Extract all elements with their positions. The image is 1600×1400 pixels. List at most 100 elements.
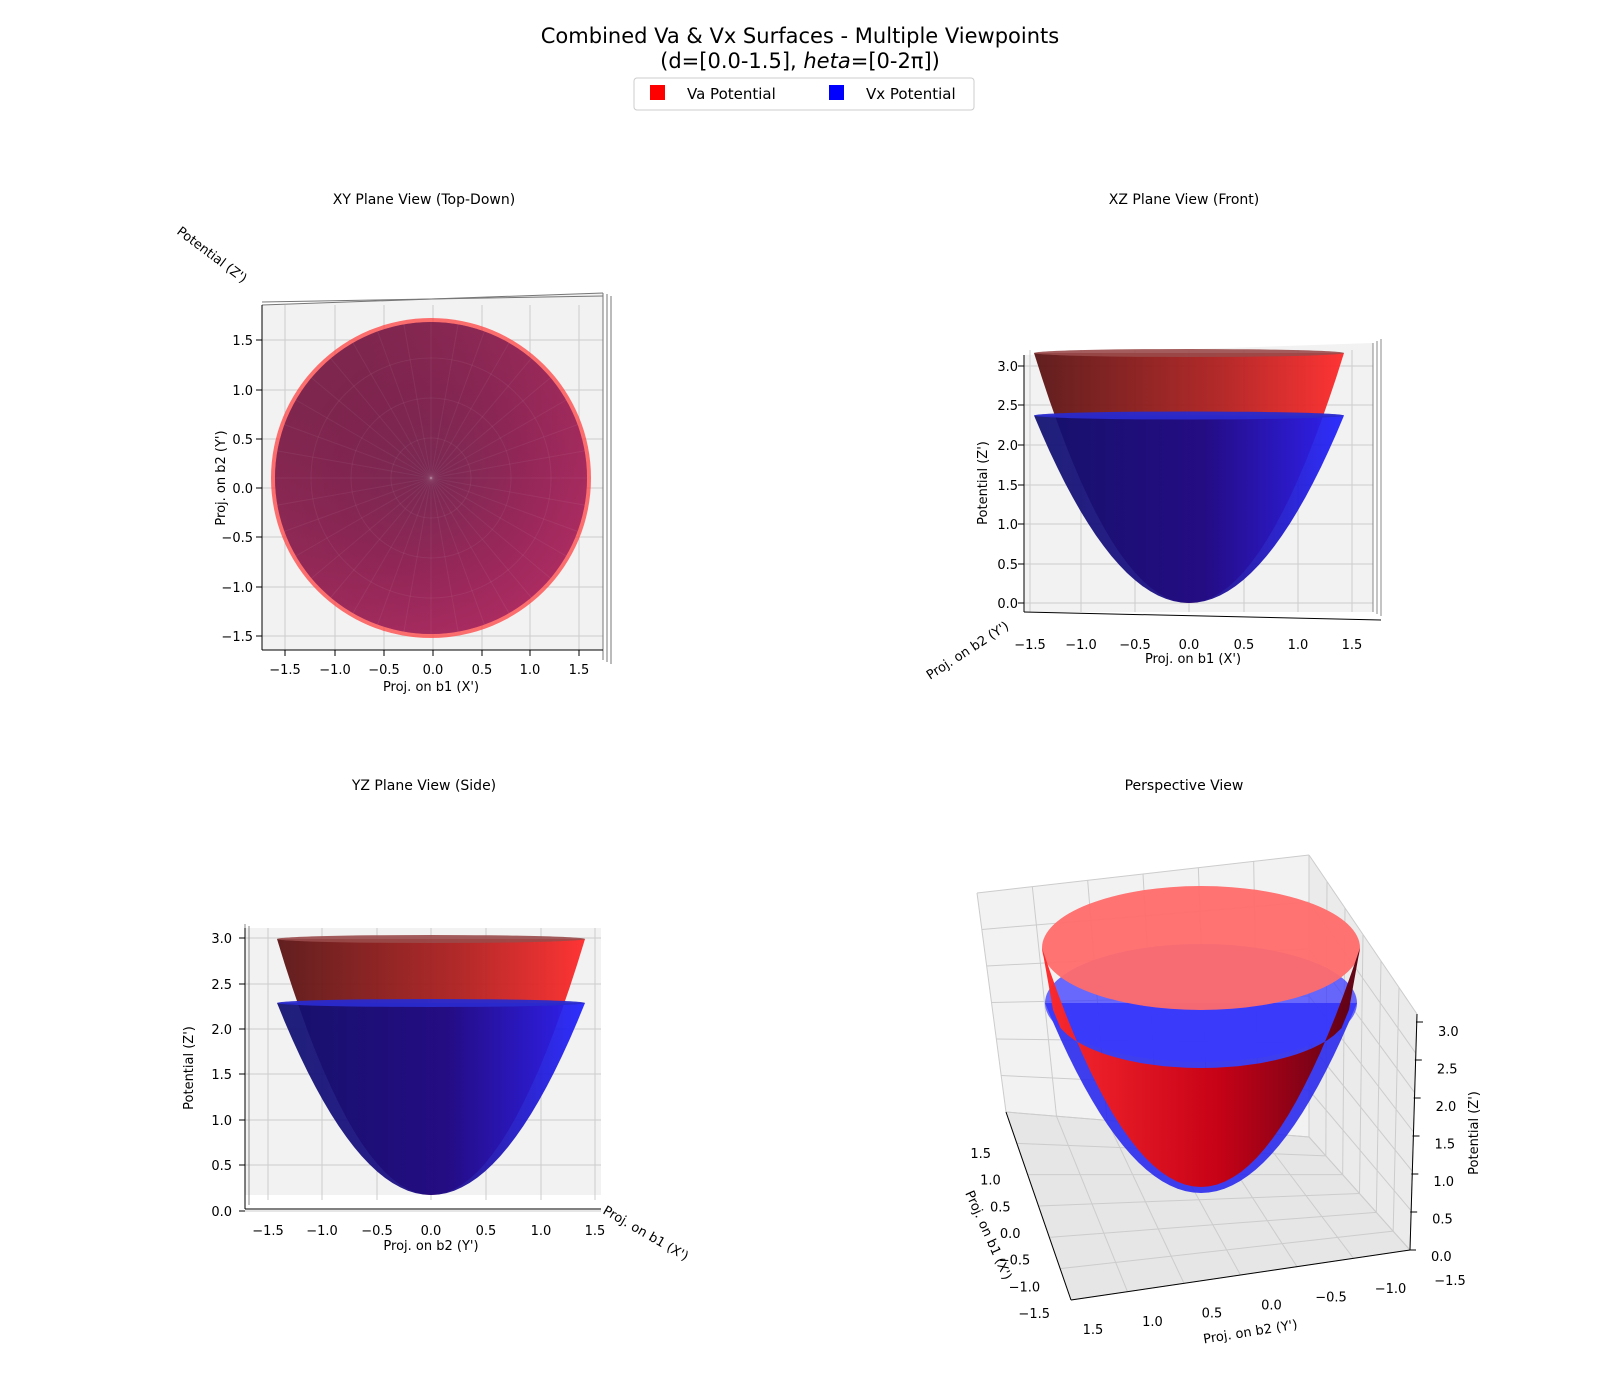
subplot-title: YZ Plane View (Side): [351, 778, 496, 794]
mesh-line: [311, 377, 432, 479]
y-ticks: 3.0 2.5 2.0 1.5 1.0 0.5 0.0: [211, 932, 245, 1220]
tick-label: −1.5: [252, 1224, 284, 1239]
tick-label: 0.0: [232, 482, 253, 497]
mesh-line: [403, 477, 432, 632]
tick-label: 2.0: [211, 1023, 232, 1038]
title-line-2: (d=[0.0-1.5], heta=[0-2π]): [660, 49, 940, 73]
y-axis-label: Proj. on b2 (Y'): [1202, 1318, 1298, 1348]
tick-label: 0.0: [1000, 1227, 1021, 1242]
z-axis-edge: [261, 292, 612, 664]
y-axis-line: [1070, 1249, 1411, 1301]
mesh-line: [430, 331, 485, 479]
tick-label: 0.5: [990, 1200, 1011, 1215]
y-ticks: 3.0 2.5 2.0 1.5 1.0 0.5 0.0: [997, 360, 1024, 612]
y-ticks: 1.5 1.0 0.5 0.0 −0.5 −1.0 −1.5: [221, 334, 262, 645]
legend: Va Potential Vx Potential: [633, 77, 975, 111]
tick-label: −1.0: [1065, 638, 1097, 653]
tick-label: 2.5: [997, 399, 1018, 414]
mesh-line: [430, 477, 585, 506]
tick-label: −1.0: [306, 1224, 338, 1239]
tick-label: 1.0: [211, 1114, 232, 1129]
tick-label: −1.5: [1434, 1274, 1466, 1289]
tick-label: 1.0: [1433, 1175, 1454, 1190]
surface-shade: [275, 322, 587, 634]
tick-label: −1.5: [1014, 638, 1046, 653]
tick-label: 0.5: [211, 1159, 232, 1174]
tick-label: 0.5: [997, 558, 1018, 573]
mesh-line: [352, 477, 432, 614]
tick-label: 0.0: [421, 1224, 442, 1239]
mesh-line: [430, 477, 567, 557]
tick-label: −0.5: [1315, 1290, 1347, 1305]
y-ticks: 1.5 1.0 0.5 0.0 −0.5 −1.0 −1.5: [1083, 1274, 1466, 1338]
mesh-line: [430, 477, 551, 579]
mesh-line: [377, 477, 432, 625]
mesh-line: [277, 477, 432, 506]
tick-label: 2.0: [997, 439, 1018, 454]
subplot-xy-top-down: XY Plane View (Top-Down) −1.5 −1.0 −0.5 0.0…: [174, 192, 612, 695]
tick-label: 1.5: [1435, 1138, 1456, 1153]
tick-label: −1.5: [221, 630, 253, 645]
subplot-xz-front: XZ Plane View (Front) −1.5 −1.0 −0.5 0.0 0.5…: [924, 192, 1382, 683]
x-axis-label: Proj. on b2 (Y'): [383, 1239, 478, 1254]
z-axis-label: Proj. on b1 (X'): [600, 1203, 691, 1264]
tick-label: −1.0: [221, 581, 253, 596]
grid-line: [1308, 1136, 1411, 1251]
va-surface-rim: [1034, 349, 1344, 357]
subplot-title: Perspective View: [1125, 778, 1244, 794]
grid-line: [976, 854, 1310, 894]
grid-line: [1392, 987, 1400, 1232]
y-axis-label: Proj. on b2 (Y'): [214, 430, 229, 525]
tick-label: 1.0: [232, 384, 253, 399]
legend-label-va: Va Potential: [687, 85, 776, 103]
pane-edge: [1372, 339, 1382, 616]
tick-label: 1.0: [1142, 1315, 1163, 1330]
tick-label: 1.5: [569, 663, 590, 678]
tick-label: 0.5: [472, 663, 493, 678]
mesh-line: [295, 399, 432, 479]
tick-label: 0.0: [211, 1205, 232, 1220]
tick-label: −1.5: [269, 663, 301, 678]
subplot-title: XZ Plane View (Front): [1109, 192, 1260, 208]
tick-label: 1.0: [531, 1224, 552, 1239]
tick-label: 0.0: [997, 597, 1018, 612]
tick-label: 1.5: [585, 1224, 606, 1239]
mesh-line: [430, 477, 532, 598]
tick-label: −0.5: [361, 1224, 393, 1239]
tick-label: −0.5: [1119, 638, 1151, 653]
tick-label: 0.5: [1432, 1213, 1453, 1228]
mesh-ring: [350, 397, 512, 559]
tick-label: 0.5: [232, 433, 253, 448]
mesh-line: [430, 377, 551, 479]
va-surface: [1042, 948, 1360, 1187]
tick-label: 1.5: [1083, 1323, 1104, 1338]
mesh-line: [330, 358, 432, 479]
tick-label: 2.0: [1436, 1100, 1457, 1115]
tick-label: 0.0: [1431, 1250, 1452, 1265]
grid-line: [1359, 934, 1364, 1194]
x-axis-label: Proj. on b1 (X'): [1145, 652, 1241, 667]
subplot-title: XY Plane View (Top-Down): [333, 192, 515, 208]
mesh-line: [377, 331, 432, 479]
tick-label: 3.0: [1438, 1025, 1459, 1040]
y-axis-label: Potential (Z'): [976, 441, 991, 525]
tick-label: 1.0: [1288, 638, 1309, 653]
tick-label: 1.0: [980, 1174, 1001, 1189]
va-surface-rim: [1042, 886, 1360, 1010]
tick-label: 0.0: [1261, 1299, 1282, 1314]
tick-label: 1.0: [520, 663, 541, 678]
x-ticks: −1.5 −1.0 −0.5 0.0 0.5 1.0 1.5: [1014, 638, 1362, 653]
tick-label: 1.5: [970, 1147, 991, 1162]
tick-label: 0.5: [1202, 1307, 1223, 1322]
tick-label: 2.5: [1437, 1063, 1458, 1078]
x-axis-line: [1005, 1111, 1072, 1301]
tick-label: −0.5: [999, 1254, 1031, 1269]
tick-label: −1.0: [319, 663, 351, 678]
tick-label: 1.5: [997, 479, 1018, 494]
mesh-line: [295, 477, 432, 557]
mesh-line: [284, 424, 432, 479]
subplot-yz-side: YZ Plane View (Side) −1.5 −1.0 −0.5 0.0 0.5 1…: [182, 778, 691, 1265]
legend-swatch-vx: [829, 85, 844, 100]
tick-label: 0.5: [476, 1224, 497, 1239]
